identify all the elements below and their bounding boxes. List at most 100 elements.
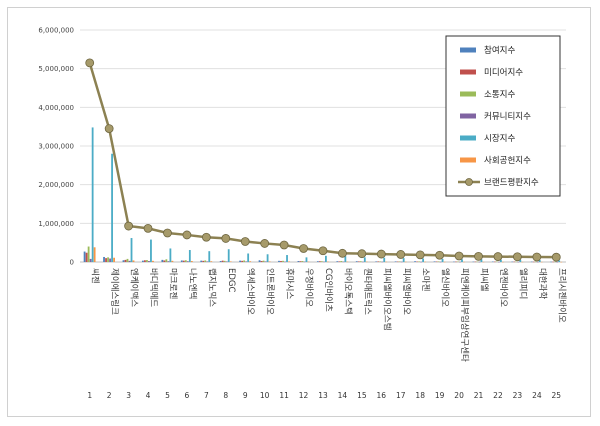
bar-1-9 bbox=[239, 260, 242, 262]
bar-2-11 bbox=[280, 261, 282, 262]
bar-6-10 bbox=[268, 261, 271, 262]
bar-3-10 bbox=[262, 260, 265, 262]
bar-1-13 bbox=[316, 261, 319, 262]
bar-6-20 bbox=[463, 261, 465, 263]
x-category-number: 2 bbox=[107, 391, 112, 400]
x-category-number: 9 bbox=[243, 391, 248, 400]
bar-2-15 bbox=[357, 261, 360, 262]
line-point-1 bbox=[85, 58, 95, 68]
bar-6-13 bbox=[327, 261, 329, 263]
bar-5-21 bbox=[480, 259, 483, 262]
bar-1-17 bbox=[394, 261, 397, 262]
x-category-number: 22 bbox=[493, 391, 503, 400]
x-category-label: 엑세스바이오 bbox=[245, 268, 256, 315]
bar-3-20 bbox=[457, 261, 459, 263]
x-category-label: 피씨엘 bbox=[479, 268, 489, 292]
line-point-17 bbox=[396, 250, 406, 259]
line-point-12 bbox=[299, 244, 308, 253]
bar-6-25 bbox=[560, 261, 563, 263]
x-category-number: 24 bbox=[532, 391, 542, 400]
bar-5-14 bbox=[344, 256, 347, 262]
bar-5-11 bbox=[286, 255, 288, 262]
bar-1-15 bbox=[355, 261, 358, 262]
bar-2-17 bbox=[396, 261, 399, 263]
x-category-number: 15 bbox=[357, 391, 367, 400]
bar-4-23 bbox=[517, 261, 520, 263]
bar-2-3 bbox=[124, 259, 127, 262]
legend-swatch bbox=[460, 157, 476, 163]
line-point-4 bbox=[143, 223, 153, 233]
line-point-25 bbox=[551, 252, 561, 262]
x-category-number: 16 bbox=[377, 391, 387, 400]
y-tick-label: 2,000,000 bbox=[38, 181, 74, 189]
x-category-label: 소마젠 bbox=[420, 268, 430, 292]
bar-1-21 bbox=[472, 261, 475, 263]
line-point-13 bbox=[318, 246, 328, 256]
line-point-24 bbox=[532, 252, 542, 262]
bar-4-10 bbox=[264, 261, 267, 262]
line-series bbox=[85, 58, 561, 262]
bar-2-14 bbox=[338, 261, 341, 262]
bar-4-12 bbox=[303, 261, 306, 263]
legend-swatch bbox=[460, 91, 476, 97]
x-category-number: 4 bbox=[146, 391, 151, 400]
bar-4-19 bbox=[439, 261, 442, 263]
bar-3-25 bbox=[554, 261, 557, 263]
bar-1-19 bbox=[433, 261, 436, 262]
x-category-label: 제이에스링크 bbox=[109, 268, 120, 315]
bar-1-24 bbox=[530, 261, 533, 263]
bar-3-7 bbox=[204, 260, 207, 262]
line-point-9 bbox=[240, 237, 250, 246]
bar-5-1 bbox=[91, 127, 94, 262]
bar-5-13 bbox=[325, 255, 327, 262]
bar-2-10 bbox=[260, 261, 263, 262]
bar-3-17 bbox=[398, 261, 401, 262]
bar-2-7 bbox=[202, 260, 205, 262]
bar-2-24 bbox=[532, 261, 535, 263]
x-category-label: 바이오톡스텍 bbox=[342, 268, 353, 315]
legend-label: 시장지수 bbox=[484, 133, 515, 144]
bar-5-3 bbox=[130, 238, 133, 262]
bar-1-12 bbox=[297, 261, 300, 262]
x-category-label: 바디텍메드 bbox=[148, 268, 159, 307]
bar-2-13 bbox=[318, 261, 321, 262]
bar-5-9 bbox=[247, 253, 250, 262]
x-category-number: 20 bbox=[454, 391, 464, 400]
bar-1-2 bbox=[103, 256, 105, 262]
bar-6-24 bbox=[540, 261, 543, 263]
bar-5-20 bbox=[461, 259, 463, 262]
bar-6-15 bbox=[365, 261, 368, 263]
bar-4-21 bbox=[478, 261, 481, 263]
bar-2-16 bbox=[377, 261, 380, 262]
bar-6-17 bbox=[404, 261, 407, 263]
bar-4-14 bbox=[342, 261, 345, 263]
x-category-label: 엘리피디 bbox=[517, 268, 527, 299]
bar-4-2 bbox=[109, 258, 111, 262]
x-category-number: 19 bbox=[435, 391, 445, 400]
x-category-label: 엘신바이오 bbox=[440, 268, 451, 307]
bar-2-18 bbox=[416, 261, 418, 263]
bar-2-20 bbox=[455, 261, 457, 263]
bar-5-4 bbox=[150, 239, 152, 262]
x-category-number: 8 bbox=[223, 391, 228, 400]
bar-3-2 bbox=[107, 257, 109, 262]
bar-3-5 bbox=[165, 259, 168, 262]
x-category-label: 마크로젠 bbox=[167, 268, 177, 299]
y-tick-label: 5,000,000 bbox=[38, 65, 74, 73]
x-category-number: 11 bbox=[279, 391, 289, 400]
bar-1-6 bbox=[180, 260, 183, 262]
bar-6-1 bbox=[93, 247, 96, 262]
bar-3-3 bbox=[126, 258, 129, 262]
x-category-label: 피엔케이피부임상연구센타 bbox=[459, 268, 470, 362]
bar-4-11 bbox=[284, 261, 286, 263]
line-point-2 bbox=[104, 124, 114, 134]
x-category-number: 25 bbox=[552, 391, 562, 400]
bar-1-1 bbox=[83, 251, 86, 262]
line-point-22 bbox=[493, 252, 503, 261]
bar-1-3 bbox=[122, 260, 125, 262]
x-category-number: 3 bbox=[126, 391, 131, 400]
bar-5-15 bbox=[363, 257, 366, 262]
bar-1-20 bbox=[453, 261, 455, 263]
x-category-label: 엔젠바이오 bbox=[498, 268, 509, 307]
line-point-6 bbox=[182, 230, 192, 240]
